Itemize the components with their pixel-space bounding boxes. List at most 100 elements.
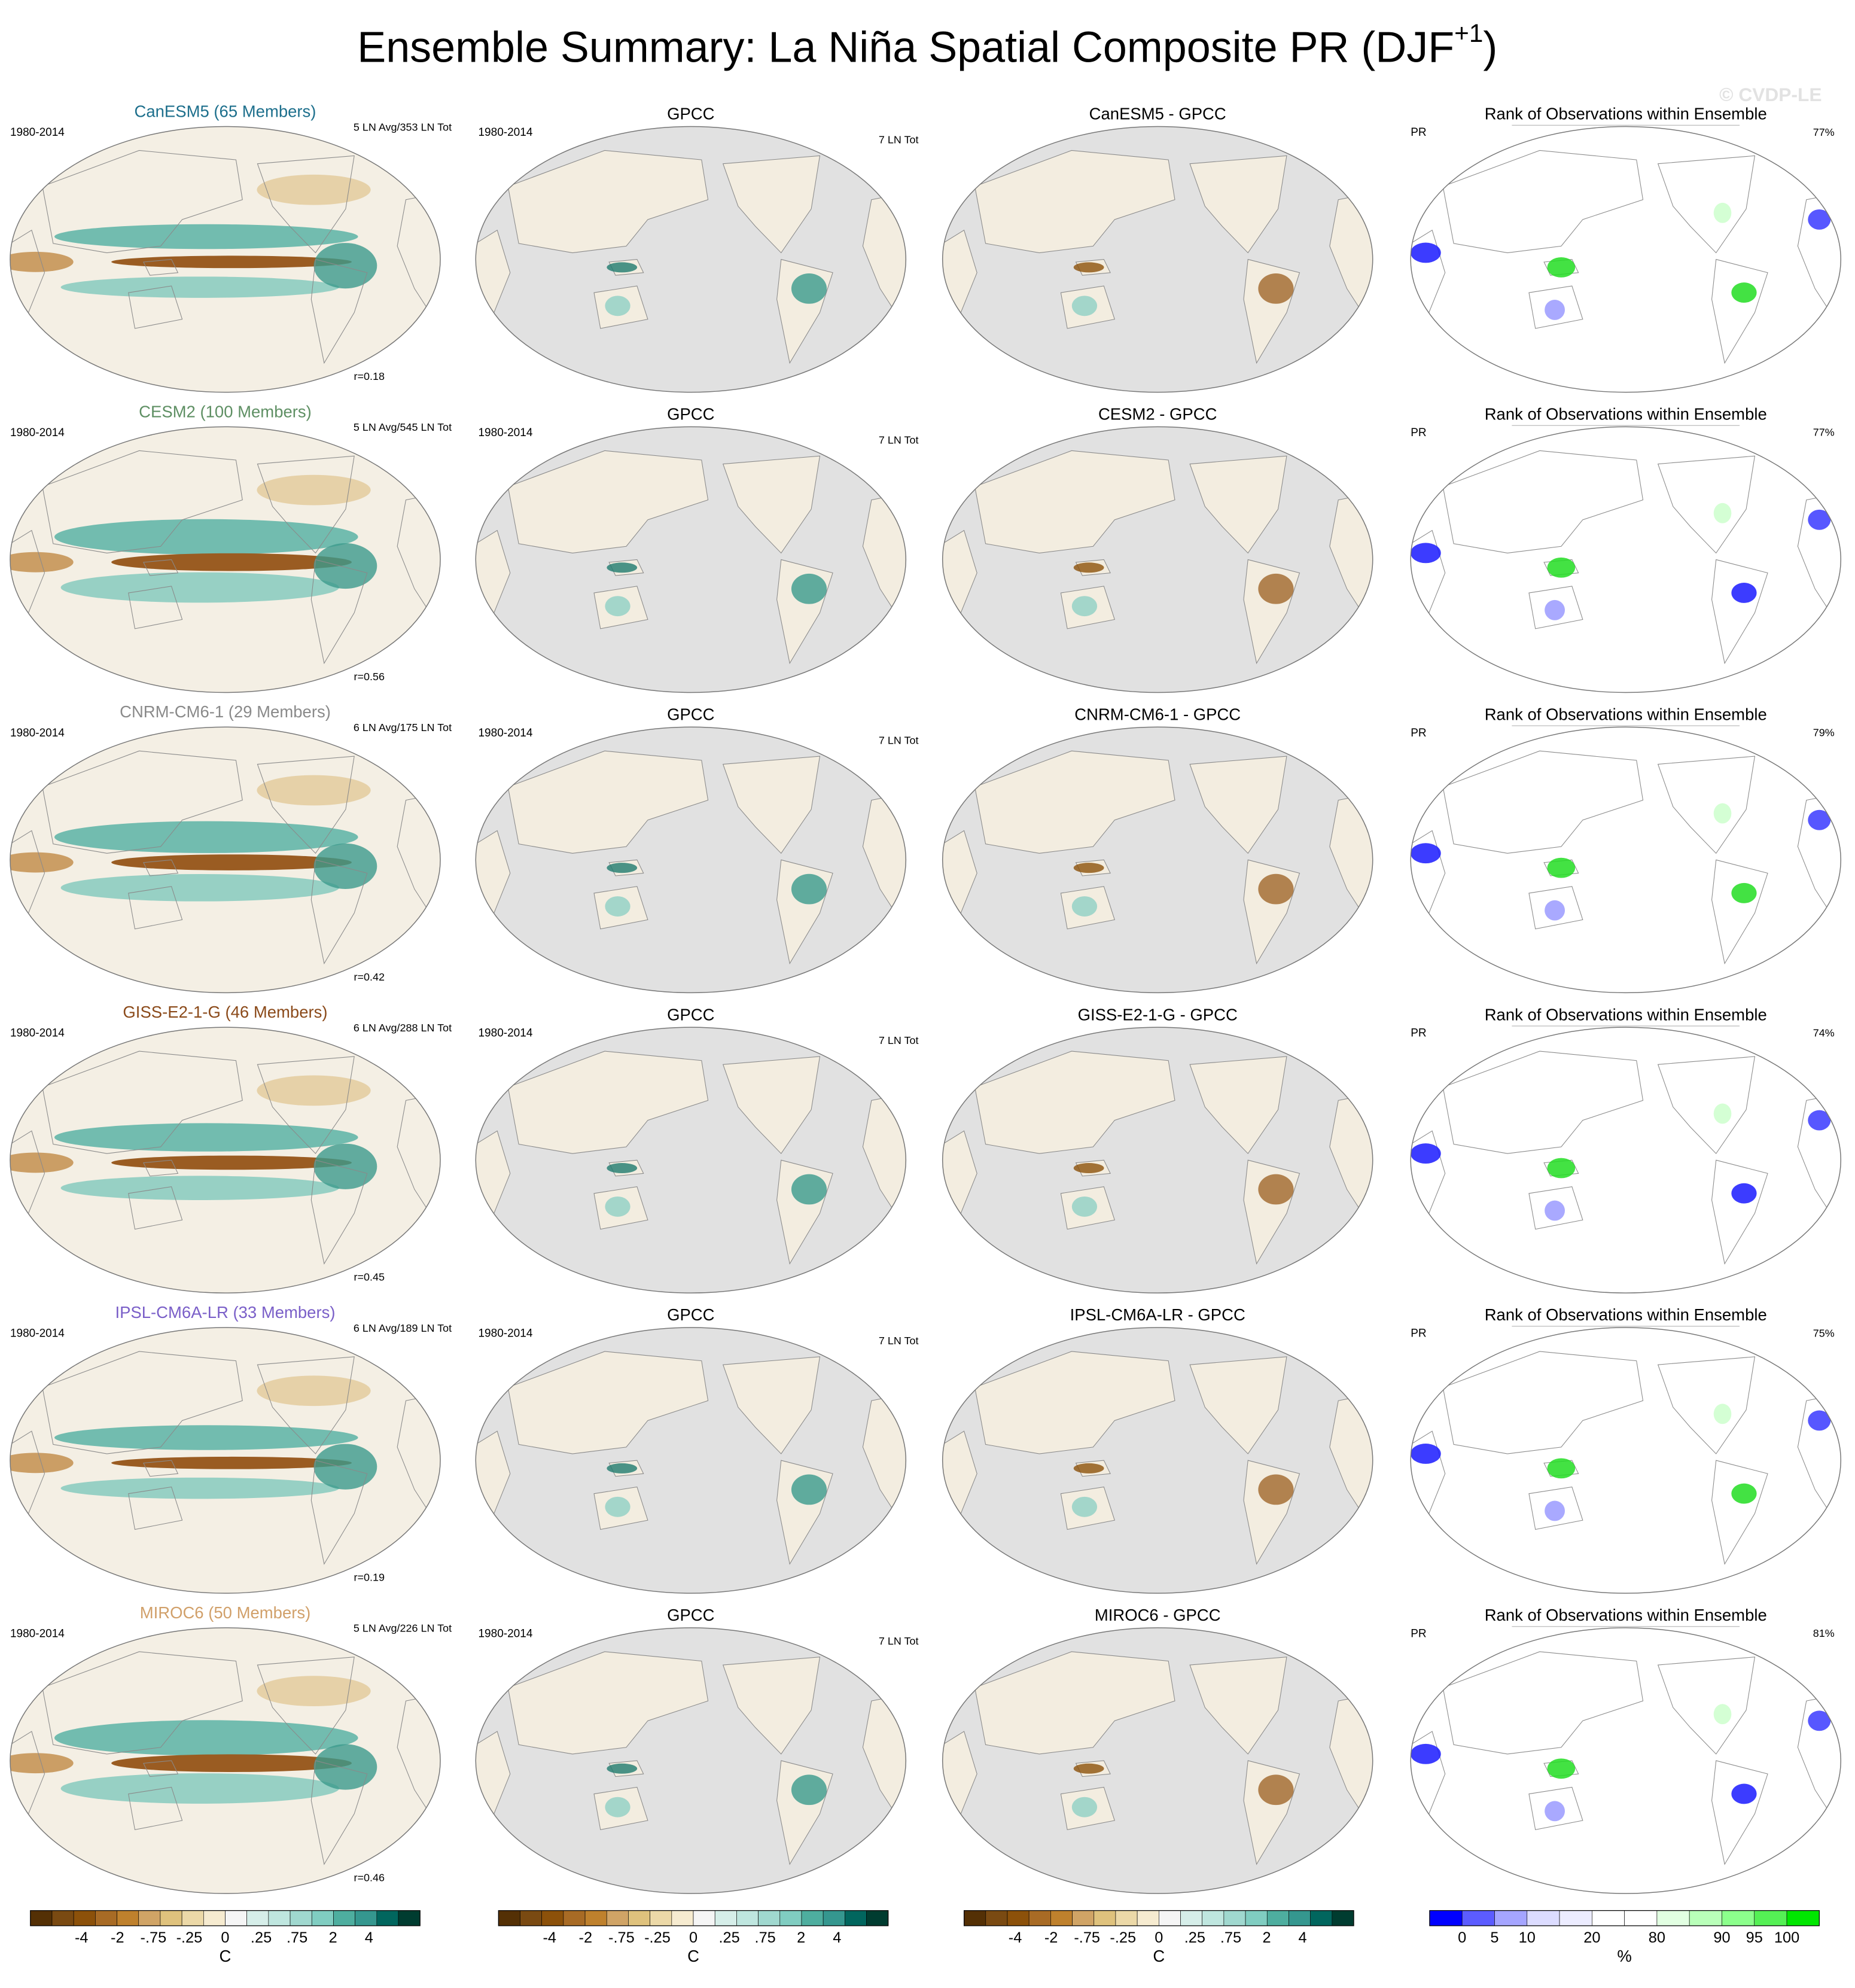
land <box>942 1130 977 1217</box>
ensemble-counts: 6 LN Avg/288 LN Tot <box>354 1022 452 1034</box>
rank-patch <box>1545 1801 1565 1822</box>
obs-period: 1980-2014 <box>478 427 532 439</box>
rank-variable: PR <box>1411 1027 1426 1040</box>
map-outline <box>1410 1327 1842 1594</box>
colorbar-box <box>779 1910 802 1926</box>
anomaly-tan-north <box>257 1075 371 1106</box>
colorbar-label: 2 <box>1262 1929 1271 1946</box>
land <box>1189 1657 1287 1755</box>
difference-title: IPSL-CM6A-LR - GPCC <box>1070 1305 1245 1324</box>
anomaly-maritime <box>607 863 638 873</box>
coastline <box>1411 229 1446 316</box>
map-outline <box>1410 126 1842 393</box>
anomaly-brown-west <box>10 552 74 573</box>
colorbar-label: -2 <box>1044 1929 1058 1946</box>
map-panel <box>1411 1027 1841 1293</box>
anomaly-south-america <box>791 1774 827 1806</box>
rank-percent: 74% <box>1813 1027 1835 1039</box>
anomaly-australia <box>605 1496 630 1517</box>
land <box>974 1051 1175 1154</box>
coastline <box>1528 1486 1583 1530</box>
map-outline <box>942 126 1373 393</box>
anomaly-brown-west <box>10 852 74 873</box>
map-background <box>1411 1027 1841 1293</box>
difference-title: CESM2 - GPCC <box>1098 405 1217 424</box>
coastline <box>143 1760 179 1777</box>
rank-percent: 79% <box>1813 727 1835 739</box>
coastline <box>310 1159 368 1265</box>
title-superscript: +1 <box>1454 19 1483 47</box>
model-title: CESM2 (100 Members) <box>139 402 312 421</box>
coastline <box>310 258 368 364</box>
anomaly-australia <box>605 596 630 617</box>
rank-patch <box>1808 1710 1831 1731</box>
anomaly-teal-north <box>54 1425 358 1450</box>
rank-patch <box>1713 202 1732 223</box>
land <box>476 1130 511 1217</box>
model-title: CanESM5 (65 Members) <box>135 102 316 120</box>
coastline <box>1657 756 1756 854</box>
anomaly-brown-west <box>10 251 74 272</box>
map-panel <box>476 727 906 993</box>
coastline <box>143 1460 179 1477</box>
difference-title: MIROC6 - GPCC <box>1095 1606 1221 1624</box>
map-outline <box>475 426 907 693</box>
map-panel <box>942 126 1373 392</box>
rank-patch <box>1808 1410 1831 1431</box>
map-panel <box>10 727 441 993</box>
colorbar-box <box>246 1910 269 1926</box>
period: 1980-2014 <box>10 427 65 439</box>
colorbar-box <box>1289 1910 1311 1926</box>
obs-counts: 7 LN Tot <box>879 1635 919 1647</box>
rank-patch <box>1713 803 1732 824</box>
map-panel <box>476 427 906 693</box>
colorbar-box <box>203 1910 226 1926</box>
colorbar-box <box>355 1910 377 1926</box>
rank-patch <box>1411 843 1441 864</box>
anomaly-maritime <box>607 1463 638 1474</box>
rank-patch <box>1808 809 1831 830</box>
coastline <box>42 1651 243 1755</box>
difference-title: GISS-E2-1-G - GPCC <box>1078 1005 1238 1024</box>
rank-patch <box>1547 1458 1576 1479</box>
colorbar-frame <box>1429 1910 1820 1926</box>
land <box>942 1731 977 1817</box>
rank-patch <box>1545 900 1565 921</box>
map-panel <box>1411 126 1841 392</box>
coastline <box>1711 258 1768 364</box>
colorbar-box <box>1137 1910 1159 1926</box>
colorbar-label: -.75 <box>1074 1929 1100 1946</box>
rank-patch <box>1713 1404 1732 1424</box>
period: 1980-2014 <box>10 1027 65 1040</box>
colorbar-box <box>1592 1910 1625 1926</box>
anomaly-maritime <box>1073 1763 1104 1774</box>
figure-title: Ensemble Summary: La Niña Spatial Compos… <box>357 19 1497 71</box>
anomaly-tan-north <box>257 174 371 205</box>
map-outline <box>942 1327 1373 1594</box>
land <box>1189 1356 1287 1454</box>
rank-title: Rank of Observations within Ensemble <box>1485 105 1767 123</box>
map-outline <box>10 426 441 693</box>
rank-patch <box>1731 882 1757 903</box>
coastline <box>310 1760 368 1865</box>
colorbar-box <box>520 1910 543 1926</box>
coastline <box>128 586 183 629</box>
colorbar-box <box>1007 1910 1029 1926</box>
map-outline <box>475 1027 907 1294</box>
map-outline <box>475 126 907 393</box>
coastline <box>1711 1760 1768 1865</box>
colorbar-label: .25 <box>1184 1929 1205 1946</box>
rank-patch <box>1731 1783 1757 1804</box>
rank-patch <box>1713 503 1732 523</box>
anomaly-australia <box>1071 1496 1098 1517</box>
period: 1980-2014 <box>10 727 65 739</box>
colorbar-box <box>541 1910 564 1926</box>
colorbar-box <box>1266 1910 1289 1926</box>
land <box>722 1056 821 1155</box>
colorbar-box <box>584 1910 607 1926</box>
rank-title: Rank of Observations within Ensemble <box>1485 405 1767 424</box>
pattern-correlation: r=0.56 <box>354 671 385 683</box>
coastline <box>143 859 179 876</box>
colorbar-label: 4 <box>833 1929 841 1946</box>
anomaly-south-america <box>791 1174 827 1205</box>
